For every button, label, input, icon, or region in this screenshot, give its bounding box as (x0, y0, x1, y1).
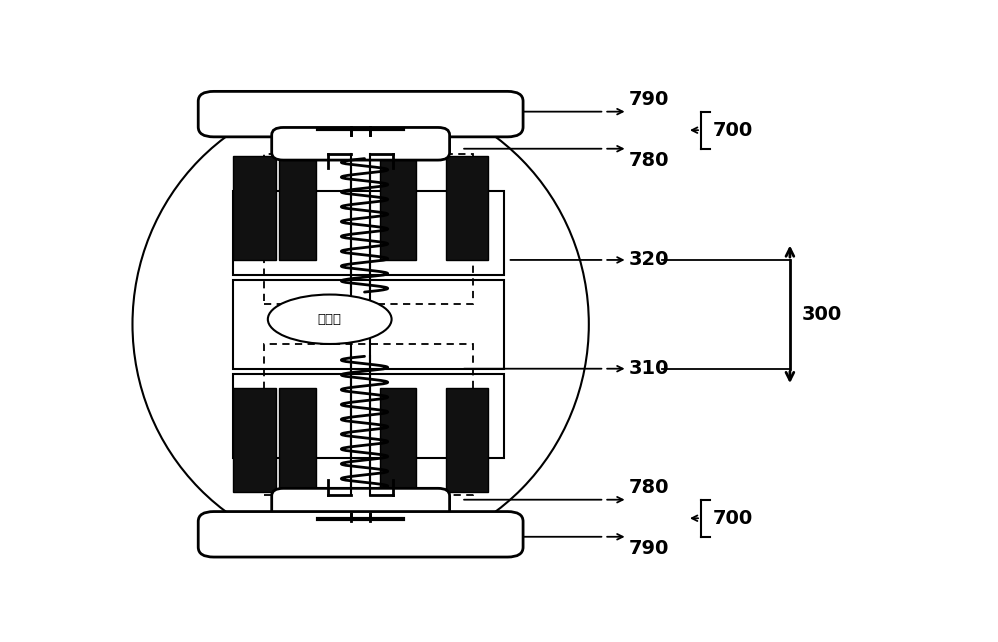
Ellipse shape (267, 295, 391, 344)
Text: 310: 310 (629, 360, 670, 378)
Bar (233, 191, 504, 275)
Bar (446, 388, 488, 492)
Text: 790: 790 (629, 539, 670, 559)
Bar (446, 156, 488, 260)
Bar (279, 156, 315, 260)
Bar (233, 374, 504, 458)
Bar (263, 344, 473, 495)
Text: 300: 300 (801, 305, 841, 324)
Bar (263, 153, 473, 304)
Text: 700: 700 (713, 508, 752, 528)
FancyBboxPatch shape (271, 128, 449, 160)
Text: 780: 780 (629, 478, 670, 497)
FancyBboxPatch shape (199, 512, 523, 557)
Bar (233, 388, 275, 492)
Text: 320: 320 (629, 250, 670, 270)
Text: 790: 790 (629, 90, 670, 109)
Bar (279, 388, 315, 492)
Text: 气门孔: 气门孔 (317, 313, 341, 325)
Text: 700: 700 (713, 121, 752, 140)
Bar (233, 156, 275, 260)
Bar (380, 156, 416, 260)
Bar (380, 388, 416, 492)
FancyBboxPatch shape (199, 91, 523, 137)
Text: 780: 780 (629, 151, 670, 170)
Bar (233, 280, 504, 369)
FancyBboxPatch shape (271, 489, 449, 521)
